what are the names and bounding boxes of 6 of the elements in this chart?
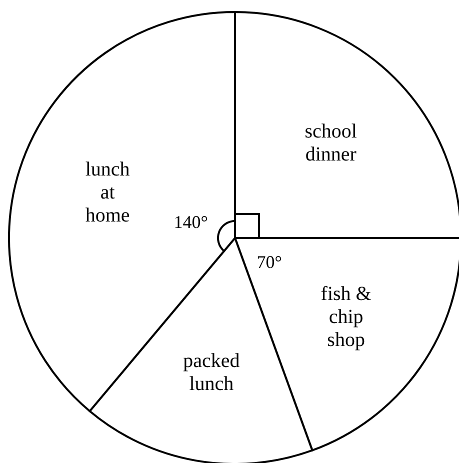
slice-label: packed lunch [183,350,240,396]
data-label: 70° [256,252,282,272]
data-label: 140° [174,212,208,232]
slice-label: lunch at home [85,158,130,227]
slice-label: fish & chip shop [320,282,372,351]
slice-label: school dinner [304,120,358,166]
